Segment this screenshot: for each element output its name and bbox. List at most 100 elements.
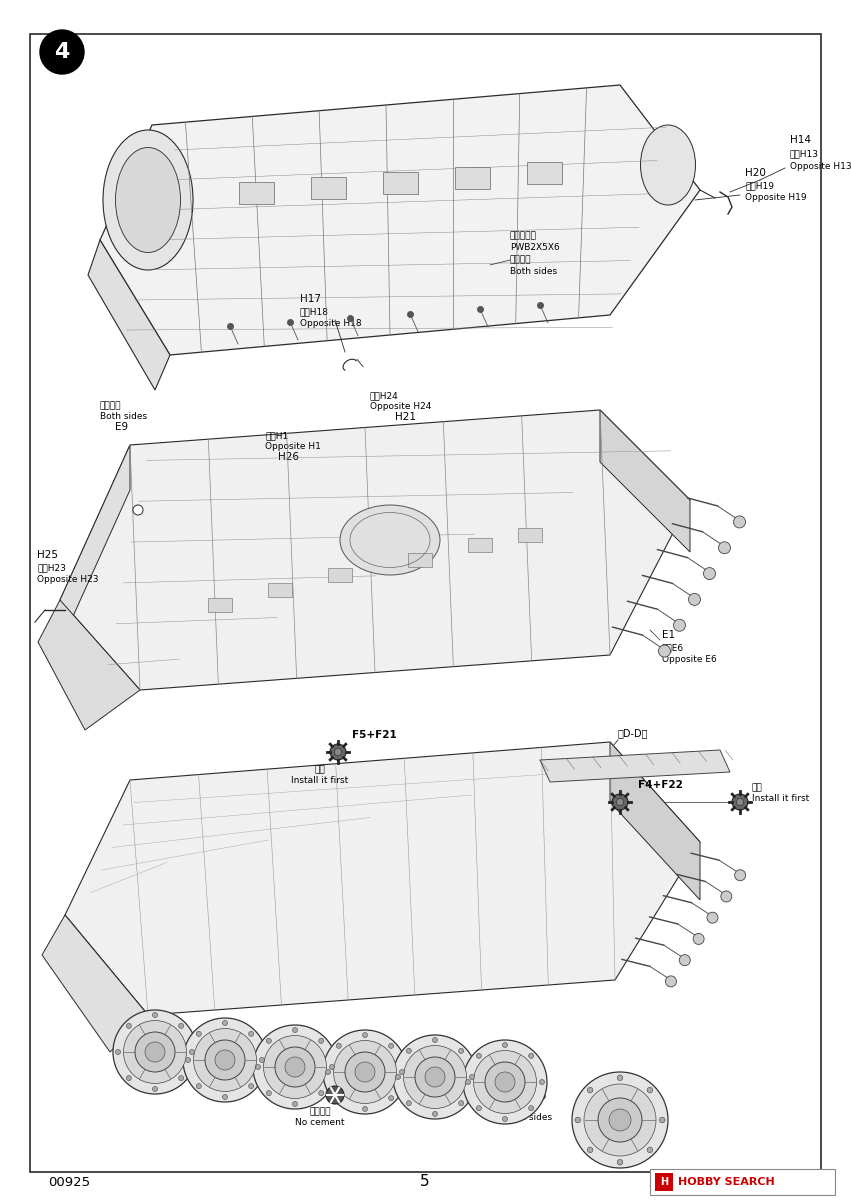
Circle shape [145,1042,165,1062]
Circle shape [473,1050,536,1114]
Circle shape [463,1040,547,1124]
Circle shape [647,1147,653,1153]
Circle shape [152,1086,157,1092]
Text: Install it first: Install it first [291,776,349,785]
Circle shape [183,1018,267,1102]
Circle shape [336,1096,341,1100]
Text: Both sides: Both sides [510,266,557,276]
Circle shape [609,1109,631,1130]
Text: 対側H1: 対側H1 [265,431,288,440]
Polygon shape [600,410,690,552]
Text: PWB2X5X6: PWB2X5X6 [510,242,560,252]
Bar [650,1169,835,1195]
Circle shape [318,1091,323,1096]
Text: 対側H13: 対側H13 [790,149,819,158]
Text: 対側H24: 対側H24 [370,391,399,400]
Circle shape [732,794,748,810]
Circle shape [116,1050,121,1055]
Ellipse shape [116,148,180,252]
Circle shape [403,1045,466,1109]
Circle shape [528,1105,534,1111]
Circle shape [334,749,341,756]
Circle shape [399,1069,404,1074]
Circle shape [415,1057,455,1097]
Circle shape [197,1031,202,1037]
Circle shape [179,1075,184,1081]
Text: 不涂胶水: 不涂胶水 [309,1106,331,1116]
Circle shape [363,1032,368,1038]
Circle shape [326,1086,344,1104]
Circle shape [345,1052,385,1092]
Circle shape [647,1087,653,1093]
Circle shape [266,1038,271,1043]
Bar [468,538,492,552]
Bar [655,1174,673,1190]
Circle shape [616,798,624,805]
Circle shape [502,1043,507,1048]
Circle shape [330,744,346,760]
Circle shape [275,1046,315,1087]
Circle shape [470,1074,475,1080]
Polygon shape [88,240,170,390]
Bar [518,528,542,542]
Circle shape [260,1057,265,1062]
Circle shape [688,594,700,606]
Text: Opposite H23: Opposite H23 [37,575,99,584]
Text: 00925: 00925 [48,1176,90,1188]
Text: Opposite H19: Opposite H19 [745,193,807,202]
Text: Opposite H24: Opposite H24 [370,402,431,410]
Text: H14: H14 [790,134,811,145]
Circle shape [253,1025,337,1109]
Polygon shape [100,85,700,355]
Text: 対側E6: 対側E6 [662,643,684,652]
Circle shape [459,1100,464,1105]
Bar [454,167,489,188]
Circle shape [293,1102,298,1106]
Circle shape [659,646,671,658]
Circle shape [495,1072,515,1092]
Ellipse shape [340,505,440,575]
Bar [238,181,273,204]
Circle shape [679,955,690,966]
Circle shape [389,1043,394,1049]
Circle shape [477,1105,482,1111]
Text: 対側H23: 対側H23 [37,563,66,572]
Circle shape [587,1147,593,1153]
Text: Install it first: Install it first [752,794,809,803]
Circle shape [612,794,628,810]
Bar [408,553,432,566]
Circle shape [393,1034,477,1118]
Circle shape [248,1084,254,1088]
Circle shape [673,619,686,631]
Text: H21: H21 [395,412,416,422]
Circle shape [329,1064,334,1069]
Circle shape [285,1057,305,1078]
Circle shape [126,1024,131,1028]
Text: 先装: 先装 [752,782,762,792]
Circle shape [179,1024,184,1028]
Circle shape [113,1010,197,1094]
Polygon shape [42,914,148,1052]
Text: Both sides: Both sides [505,1114,552,1122]
Text: 《D-D》: 《D-D》 [618,728,648,738]
Circle shape [736,798,744,805]
Text: HOBBY SEARCH: HOBBY SEARCH [678,1177,774,1187]
Circle shape [363,1106,368,1111]
Circle shape [123,1020,186,1084]
Circle shape [389,1096,394,1100]
Circle shape [734,870,745,881]
Circle shape [323,1030,407,1114]
Circle shape [152,1013,157,1018]
Bar [328,568,352,582]
Text: H25: H25 [37,550,58,560]
Circle shape [465,1080,471,1085]
Polygon shape [60,445,130,646]
Circle shape [425,1067,445,1087]
Text: Opposite E6: Opposite E6 [662,655,717,664]
Polygon shape [65,914,148,1052]
Circle shape [266,1091,271,1096]
Circle shape [587,1087,593,1093]
Circle shape [572,1072,668,1168]
Circle shape [205,1040,245,1080]
Text: 《螺丝１》: 《螺丝１》 [510,230,537,240]
